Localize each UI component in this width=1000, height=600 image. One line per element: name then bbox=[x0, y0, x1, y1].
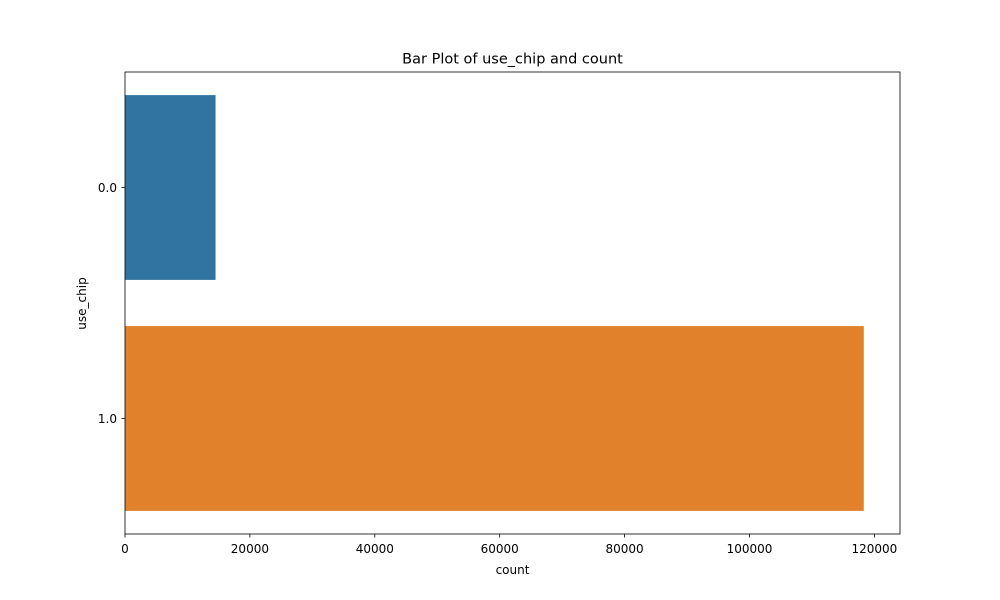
y-tick-label: 1.0 bbox=[98, 412, 117, 426]
x-tick-label: 120000 bbox=[851, 542, 897, 556]
bar-0.0 bbox=[125, 95, 216, 280]
x-tick-label: 40000 bbox=[356, 542, 394, 556]
axes-frame bbox=[124, 71, 901, 535]
bar-1.0 bbox=[125, 326, 864, 511]
x-axis-label: count bbox=[496, 563, 530, 577]
plot-area: 0.0 1.0 0 20000 40000 60000 80000 100000 120000 bbox=[98, 71, 901, 556]
x-tick-label: 80000 bbox=[606, 542, 644, 556]
y-axis-label: use_chip bbox=[75, 277, 89, 329]
y-tick-label: 0.0 bbox=[98, 181, 117, 195]
x-tick-label: 20000 bbox=[231, 542, 269, 556]
x-tick-label: 60000 bbox=[481, 542, 519, 556]
x-tick-label: 100000 bbox=[727, 542, 773, 556]
chart-title: Bar Plot of use_chip and count bbox=[402, 52, 623, 68]
x-tick-label: 0 bbox=[121, 542, 129, 556]
